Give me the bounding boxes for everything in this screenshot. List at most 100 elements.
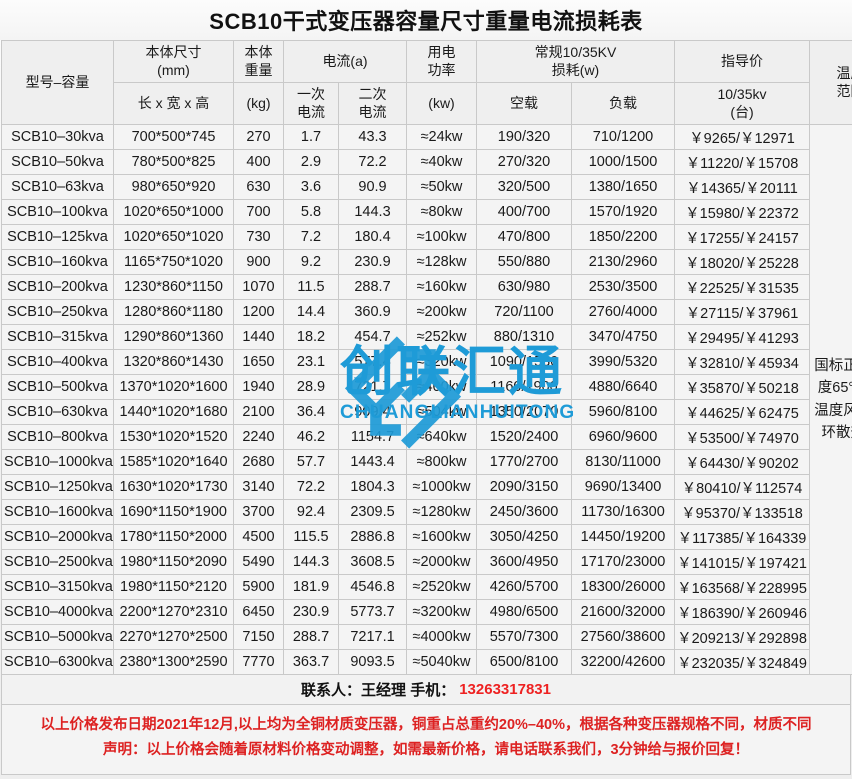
cell-price: ￥141015/￥197421 <box>674 549 810 575</box>
cell-model: SCB10–100kva <box>1 199 114 225</box>
cell-weight: 1070 <box>233 274 284 300</box>
notice-block: 以上价格发布日期2021年12月,以上均为全铜材质变压器，铜重占总重约20%–4… <box>1 705 851 775</box>
table-row: SCB10–315kva 1290*860*1360 1440 18.2 454.7 ≈2… <box>1 324 852 350</box>
cell-model: SCB10–1250kva <box>1 474 114 500</box>
cell-secondary-current: 2886.8 <box>338 524 407 550</box>
table-row: SCB10–500kva 1370*1020*1600 1940 28.9 721.7 ≈… <box>1 374 852 400</box>
cell-weight: 730 <box>233 224 284 250</box>
table-row: SCB10–200kva 1230*860*1150 1070 11.5 288.7 ≈1… <box>1 274 852 300</box>
cell-power: ≈252kw <box>406 324 477 350</box>
cell-secondary-current: 90.9 <box>338 174 407 200</box>
cell-power: ≈200kw <box>406 299 477 325</box>
header-weight-unit: (kg) <box>233 82 284 125</box>
cell-primary-current: 3.6 <box>283 174 339 200</box>
cell-noload-loss: 720/1100 <box>476 299 572 325</box>
cell-dimension: 1165*750*1020 <box>113 249 234 275</box>
table-body: SCB10–30kva 700*500*745 270 1.7 43.3 ≈24kw 190… <box>1 124 852 675</box>
cell-model: SCB10–5000kva <box>1 624 114 650</box>
header-row-sub: 长 x 宽 x 高 (kg) 一次 电流 二次 电流 (kw) 空载 负载 10… <box>2 82 852 125</box>
cell-dimension: 1280*860*1180 <box>113 299 234 325</box>
cell-load-loss: 3990/5320 <box>571 349 675 375</box>
cell-power: ≈4000kw <box>406 624 477 650</box>
cell-weight: 3700 <box>233 499 284 525</box>
cell-noload-loss: 630/980 <box>476 274 572 300</box>
table-row: SCB10–630kva 1440*1020*1680 2100 36.4 909.4 ≈… <box>1 399 852 425</box>
cell-power: ≈504kw <box>406 399 477 425</box>
cell-weight: 5490 <box>233 549 284 575</box>
cell-primary-current: 72.2 <box>283 474 339 500</box>
cell-price: ￥232035/￥324849 <box>674 649 810 675</box>
cell-price: ￥9265/￥12971 <box>674 124 810 150</box>
cell-weight: 700 <box>233 199 284 225</box>
cell-primary-current: 9.2 <box>283 249 339 275</box>
cell-primary-current: 5.8 <box>283 199 339 225</box>
cell-primary-current: 46.2 <box>283 424 339 450</box>
cell-model: SCB10–50kva <box>1 149 114 175</box>
cell-primary-current: 36.4 <box>283 399 339 425</box>
cell-price: ￥14365/￥20111 <box>674 174 810 200</box>
cell-dimension: 1585*1020*1640 <box>113 449 234 475</box>
cell-power: ≈128kw <box>406 249 477 275</box>
cell-weight: 6450 <box>233 599 284 625</box>
cell-weight: 2680 <box>233 449 284 475</box>
specification-table: 型号–容量 本体尺寸 (mm) 本体 重量 电流(a) 用电 功率 常规10/3… <box>1 40 852 675</box>
cell-secondary-current: 180.4 <box>338 224 407 250</box>
table-row: SCB10–160kva 1165*750*1020 900 9.2 230.9 ≈128… <box>1 249 852 275</box>
contact-phone[interactable]: 13263317831 <box>459 681 551 698</box>
table-row: SCB10–4000kva 2200*1270*2310 6450 230.9 5773… <box>1 599 852 625</box>
header-current-group: 电流(a) <box>283 40 407 83</box>
table-row: SCB10–2500kva 1980*1150*2090 5490 144.3 3608… <box>1 549 852 575</box>
cell-dimension: 1530*1020*1520 <box>113 424 234 450</box>
cell-secondary-current: 721.7 <box>338 374 407 400</box>
cell-noload-loss: 1520/2400 <box>476 424 572 450</box>
cell-model: SCB10–63kva <box>1 174 114 200</box>
cell-secondary-current: 1443.4 <box>338 449 407 475</box>
cell-dimension: 1630*1020*1730 <box>113 474 234 500</box>
cell-dimension: 780*500*825 <box>113 149 234 175</box>
cell-dimension: 2200*1270*2310 <box>113 599 234 625</box>
cell-power: ≈1000kw <box>406 474 477 500</box>
cell-dimension: 1980*1150*2090 <box>113 549 234 575</box>
cell-power: ≈800kw <box>406 449 477 475</box>
cell-primary-current: 363.7 <box>283 649 339 675</box>
cell-primary-current: 57.7 <box>283 449 339 475</box>
cell-power: ≈24kw <box>406 124 477 150</box>
cell-weight: 5900 <box>233 574 284 600</box>
notice-line-1: 以上价格发布日期2021年12月,以上均为全铜材质变压器，铜重占总重约20%–4… <box>40 717 812 733</box>
cell-noload-loss: 4260/5700 <box>476 574 572 600</box>
cell-model: SCB10–500kva <box>1 374 114 400</box>
cell-power: ≈1280kw <box>406 499 477 525</box>
cell-price: ￥18020/￥25228 <box>674 249 810 275</box>
table-row: SCB10–50kva 780*500*825 400 2.9 72.2 ≈40kw 270… <box>1 149 852 175</box>
header-row-top: 型号–容量 本体尺寸 (mm) 本体 重量 电流(a) 用电 功率 常规10/3… <box>1 40 852 125</box>
cell-primary-current: 92.4 <box>283 499 339 525</box>
cell-load-loss: 27560/38600 <box>571 624 675 650</box>
cell-dimension: 1020*650*1020 <box>113 224 234 250</box>
cell-primary-current: 1.7 <box>283 124 339 150</box>
cell-secondary-current: 4546.8 <box>338 574 407 600</box>
cell-power: ≈2520kw <box>406 574 477 600</box>
cell-model: SCB10–2500kva <box>1 549 114 575</box>
table-header: 型号–容量 本体尺寸 (mm) 本体 重量 电流(a) 用电 功率 常规10/3… <box>1 40 852 125</box>
table-row: SCB10–1000kva 1585*1020*1640 2680 57.7 1443.… <box>1 449 852 475</box>
header-price-sub: 10/35kv (台) <box>674 82 810 125</box>
cell-weight: 4500 <box>233 524 284 550</box>
cell-load-loss: 1380/1650 <box>571 174 675 200</box>
cell-noload-loss: 1090/1530 <box>476 349 572 375</box>
cell-power: ≈40kw <box>406 149 477 175</box>
cell-noload-loss: 3600/4950 <box>476 549 572 575</box>
cell-price: ￥17255/￥24157 <box>674 224 810 250</box>
header-power-unit: (kw) <box>406 82 477 125</box>
cell-weight: 2240 <box>233 424 284 450</box>
table-row: SCB10–30kva 700*500*745 270 1.7 43.3 ≈24kw 190… <box>1 124 852 675</box>
cell-model: SCB10–2000kva <box>1 524 114 550</box>
table-row: SCB10–6300kva 2380*1300*2590 7770 363.7 9093… <box>1 649 852 675</box>
table-row: SCB10–3150kva 1980*1150*2120 5900 181.9 4546… <box>1 574 852 600</box>
cell-temperature-note: 国标正常温度65°超出温度风机循环散热。 <box>809 124 852 675</box>
cell-secondary-current: 72.2 <box>338 149 407 175</box>
table-row: SCB10–1250kva 1630*1020*1730 3140 72.2 1804.… <box>1 474 852 500</box>
cell-noload-loss: 1770/2700 <box>476 449 572 475</box>
cell-noload-loss: 3050/4250 <box>476 524 572 550</box>
cell-load-loss: 3470/4750 <box>571 324 675 350</box>
